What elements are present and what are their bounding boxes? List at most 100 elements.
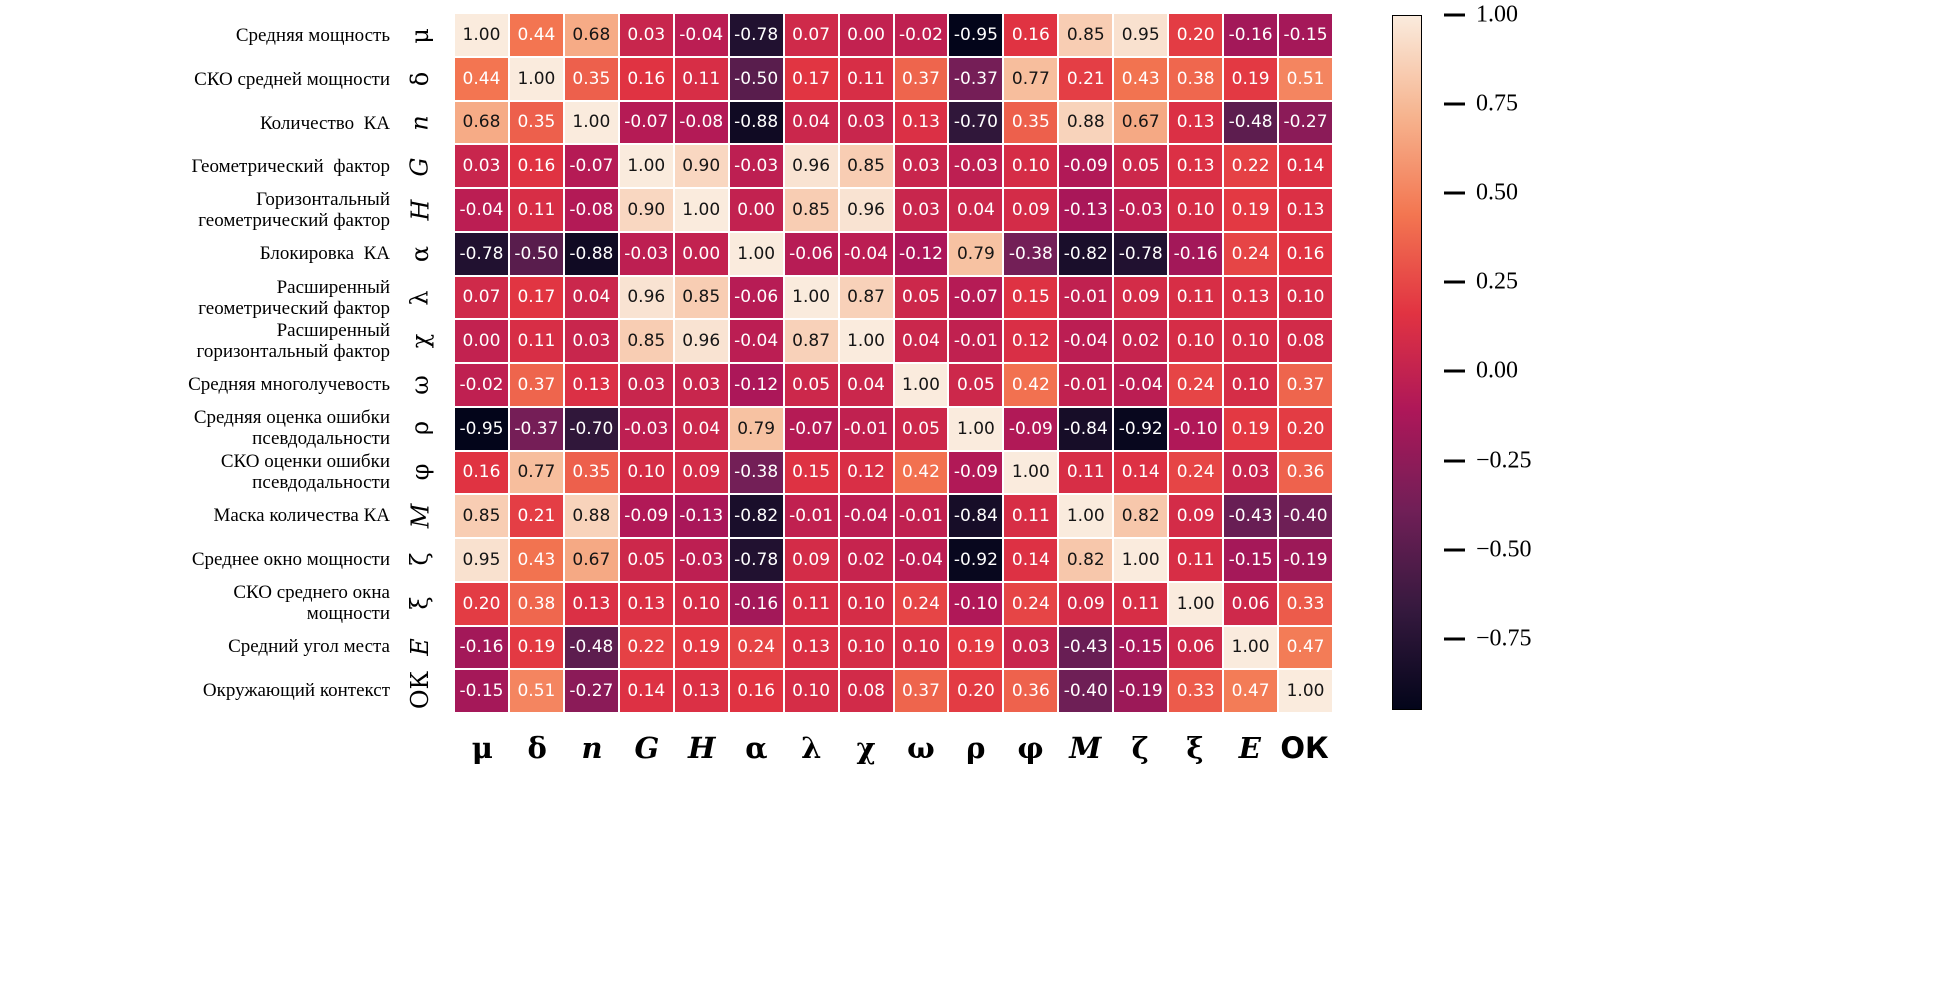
heatmap-cell: 0.11 xyxy=(509,320,563,362)
heatmap-cell: -0.15 xyxy=(1279,14,1332,56)
heatmap-cell: 0.03 xyxy=(564,320,618,362)
colorbar xyxy=(1392,15,1422,710)
heatmap-cell: -0.43 xyxy=(1059,626,1113,669)
row-symbol: ξ xyxy=(392,581,448,625)
heatmap-cell: 0.05 xyxy=(784,364,838,406)
heatmap-cell: 0.17 xyxy=(509,276,563,319)
heatmap-cell: 0.38 xyxy=(509,582,563,625)
row-symbol: M xyxy=(392,494,448,538)
row-symbol-glyph: μ xyxy=(405,28,434,44)
heatmap-cell: 0.15 xyxy=(1004,276,1058,319)
colorbar-tick: 0.00 xyxy=(1444,358,1518,385)
heatmap-cell: 0.12 xyxy=(1004,320,1058,362)
heatmap-cell: 0.16 xyxy=(509,145,563,187)
row-label: Средняя оценка ошибки псевдодальности xyxy=(193,407,390,450)
heatmap-cell: 0.19 xyxy=(949,626,1003,669)
heatmap-cell: 1.00 xyxy=(949,407,1003,450)
heatmap-cell: 0.51 xyxy=(509,670,563,712)
heatmap-cell: -0.15 xyxy=(1224,539,1278,581)
heatmap-cell: 0.38 xyxy=(1169,57,1223,100)
heatmap-cell: 0.11 xyxy=(1004,495,1058,537)
row-label: Горизонтальный геометрический фактор xyxy=(198,189,390,232)
heatmap-cell: -0.88 xyxy=(729,101,783,144)
heatmap-cell: 1.00 xyxy=(455,14,508,56)
heatmap-cell: 0.24 xyxy=(1004,582,1058,625)
heatmap-cell: 0.09 xyxy=(1169,495,1223,537)
heatmap-cell: -0.37 xyxy=(949,57,1003,100)
heatmap-cell: 0.19 xyxy=(1224,407,1278,450)
heatmap-cell: 0.79 xyxy=(949,232,1003,275)
heatmap-cell: -0.70 xyxy=(564,407,618,450)
heatmap-cell: 0.09 xyxy=(784,539,838,581)
heatmap-cell: -0.38 xyxy=(1004,232,1058,275)
row-symbol: φ xyxy=(392,450,448,494)
heatmap-cell: 0.20 xyxy=(1169,14,1223,56)
colorbar-tick-label: 0.75 xyxy=(1476,90,1518,117)
heatmap-cell: 0.43 xyxy=(1114,57,1168,100)
row-label: Среднее окно мощности xyxy=(191,548,390,570)
heatmap-cell: -0.01 xyxy=(894,495,948,537)
colorbar-tick-mark xyxy=(1444,459,1465,462)
heatmap-cell: 0.88 xyxy=(1059,101,1113,144)
row-label: Блокировка КА xyxy=(259,243,390,265)
row-symbol: δ xyxy=(392,58,448,102)
row-symbol: ω xyxy=(392,363,448,407)
heatmap-cell: 0.44 xyxy=(455,57,508,100)
heatmap-cell: 0.87 xyxy=(784,320,838,362)
heatmap-cell: -0.78 xyxy=(1114,232,1168,275)
row-label: Окружающий контекст xyxy=(202,679,390,701)
heatmap-cell: -0.16 xyxy=(1169,232,1223,275)
heatmap-cell: -0.50 xyxy=(509,232,563,275)
heatmap-cell: 0.42 xyxy=(894,451,948,494)
heatmap-cell: -0.08 xyxy=(564,189,618,231)
heatmap-cell: -0.37 xyxy=(509,407,563,450)
y-axis-labels: Средняя мощность СКО средней мощности Коли… xyxy=(10,14,390,712)
heatmap-cell: -0.03 xyxy=(674,539,728,581)
heatmap-cell: 0.24 xyxy=(1224,232,1278,275)
heatmap-cell: 0.42 xyxy=(1004,364,1058,406)
heatmap-cell: 0.87 xyxy=(839,276,893,319)
column-label: M xyxy=(1069,731,1102,765)
heatmap-cell: 0.09 xyxy=(1059,582,1113,625)
heatmap-cell: 0.06 xyxy=(1169,626,1223,669)
heatmap-cell: 0.85 xyxy=(1059,14,1113,56)
heatmap-cell: -0.16 xyxy=(729,582,783,625)
heatmap-cell: 0.09 xyxy=(1004,189,1058,231)
heatmap-cell: 0.10 xyxy=(1279,276,1332,319)
row-label: Средняя многолучевость xyxy=(188,374,390,396)
heatmap-cell: -0.04 xyxy=(1114,364,1168,406)
heatmap-cell: 0.37 xyxy=(894,670,948,712)
column-label: G xyxy=(634,731,660,765)
heatmap-cell: 0.02 xyxy=(839,539,893,581)
row-symbol: ОК xyxy=(392,668,448,712)
heatmap-cell: 0.35 xyxy=(564,451,618,494)
heatmap-cell: 0.36 xyxy=(1004,670,1058,712)
row-symbol: G xyxy=(392,145,448,189)
row-symbol-glyph: M xyxy=(405,503,434,528)
colorbar-tick-label: 0.25 xyxy=(1476,268,1518,295)
row-symbol-glyph: G xyxy=(405,157,434,177)
heatmap-cell: 0.10 xyxy=(674,582,728,625)
heatmap-cell: -0.92 xyxy=(1114,407,1168,450)
heatmap-cell: 0.10 xyxy=(1224,320,1278,362)
heatmap-cell: 0.19 xyxy=(674,626,728,669)
heatmap-cell: -0.19 xyxy=(1114,670,1168,712)
heatmap-cell: 0.33 xyxy=(1169,670,1223,712)
heatmap-cell: 1.00 xyxy=(1279,670,1332,712)
heatmap-cell: -0.02 xyxy=(894,14,948,56)
heatmap-cell: 1.00 xyxy=(1004,451,1058,494)
heatmap-cell: 0.47 xyxy=(1224,670,1278,712)
heatmap-cell: -0.10 xyxy=(949,582,1003,625)
heatmap-cell: 0.04 xyxy=(784,101,838,144)
row-label: СКО оценки ошибки псевдодальности xyxy=(220,451,390,494)
heatmap-cell: 0.00 xyxy=(674,232,728,275)
heatmap-cell: -0.01 xyxy=(784,495,838,537)
heatmap-cell: 0.03 xyxy=(894,189,948,231)
heatmap-cell: 1.00 xyxy=(1059,495,1113,537)
heatmap-cell: 0.24 xyxy=(729,626,783,669)
row-symbol: ζ xyxy=(392,538,448,582)
heatmap-cell: 1.00 xyxy=(509,57,563,100)
heatmap-cell: 0.08 xyxy=(1279,320,1332,362)
heatmap-cell: -0.78 xyxy=(729,14,783,56)
